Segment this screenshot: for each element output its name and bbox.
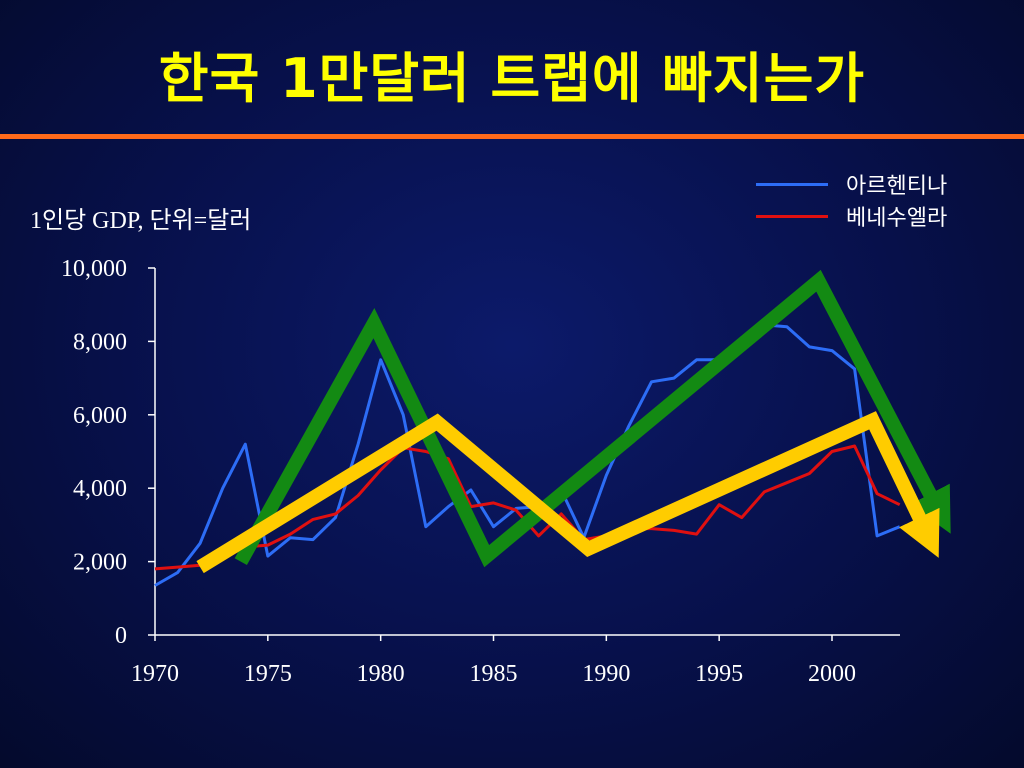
legend-label-venezuela: 베네수엘라 — [846, 206, 948, 231]
slide-title: 한국 1만달러 트랩에 빠지는가 — [158, 47, 866, 110]
chart-annotations — [196, 269, 951, 574]
legend-item-argentina: 아르헨티나 — [756, 168, 947, 200]
y-tick-label: 4,000 — [73, 476, 127, 502]
legend-swatch-argentina — [756, 182, 828, 186]
y-tick-label: 8,000 — [73, 329, 127, 355]
y-tick-label: 10,000 — [61, 256, 127, 282]
y-tick-label: 0 — [115, 623, 127, 649]
chart-legend: 아르헨티나 베네수엘라 — [756, 168, 947, 232]
x-tick-label: 1990 — [582, 661, 630, 687]
x-tick-label: 1980 — [357, 661, 405, 687]
green-trend-arrow — [234, 269, 951, 568]
x-tick-label: 1975 — [244, 661, 292, 687]
yellow-trend-arrow — [196, 411, 940, 574]
legend-item-venezuela: 베네수엘라 — [756, 200, 947, 232]
x-tick-label: 1985 — [470, 661, 518, 687]
series-line-argentina — [154, 323, 901, 587]
legend-label-argentina: 아르헨티나 — [846, 174, 948, 199]
chart-axes: 0 2,000 4,000 6,000 8,000 10,000 1970 1975 1980 1… — [61, 256, 900, 687]
y-tick-label: 6,000 — [73, 403, 127, 429]
title-divider — [0, 134, 1024, 139]
legend-swatch-venezuela — [756, 214, 828, 218]
y-axis-label: 1인당 GDP, 단위=달러 — [30, 208, 252, 234]
x-tick-label: 1995 — [695, 661, 743, 687]
x-tick-label: 1970 — [131, 661, 179, 687]
y-tick-label: 2,000 — [73, 550, 127, 576]
x-tick-label: 2000 — [808, 661, 856, 687]
